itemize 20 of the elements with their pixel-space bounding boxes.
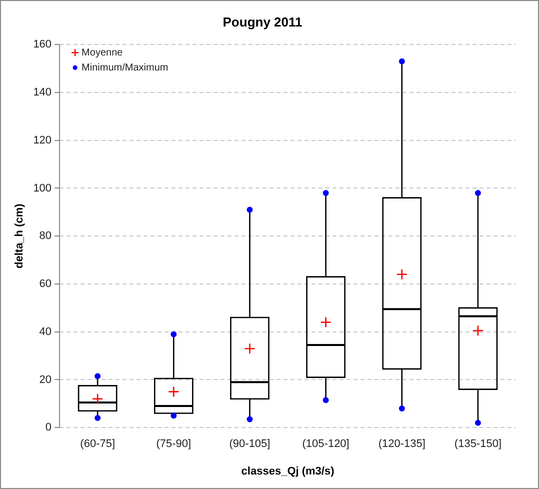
y-tick-label: 40: [39, 326, 52, 338]
y-tick-label: 20: [39, 374, 52, 386]
legend-label: Minimum/Maximum: [82, 62, 168, 74]
y-tick-label: 140: [33, 86, 52, 99]
x-tick-label: (105-120]: [302, 438, 350, 450]
x-tick-label: (75-90]: [156, 438, 192, 450]
y-axis-title: delta_h (cm): [14, 203, 26, 268]
y-tick-label: 0: [45, 422, 52, 434]
x-tick-label: (90-105]: [229, 438, 270, 450]
legend-label: Moyenne: [82, 47, 124, 58]
x-tick-label: (120-135]: [378, 438, 426, 450]
x-tick-label: (60-75]: [80, 438, 116, 450]
y-tick-label: 60: [39, 278, 52, 290]
y-tick-label: 80: [39, 230, 52, 242]
y-tick-label: 160: [33, 38, 52, 51]
chart-title: Pougny 2011: [222, 14, 302, 30]
y-tick-label: 120: [33, 134, 52, 146]
x-tick-label: (135-150]: [454, 438, 502, 450]
x-axis-title: classes_Qj (m3/s): [241, 465, 335, 478]
y-tick-label: 100: [33, 182, 52, 194]
